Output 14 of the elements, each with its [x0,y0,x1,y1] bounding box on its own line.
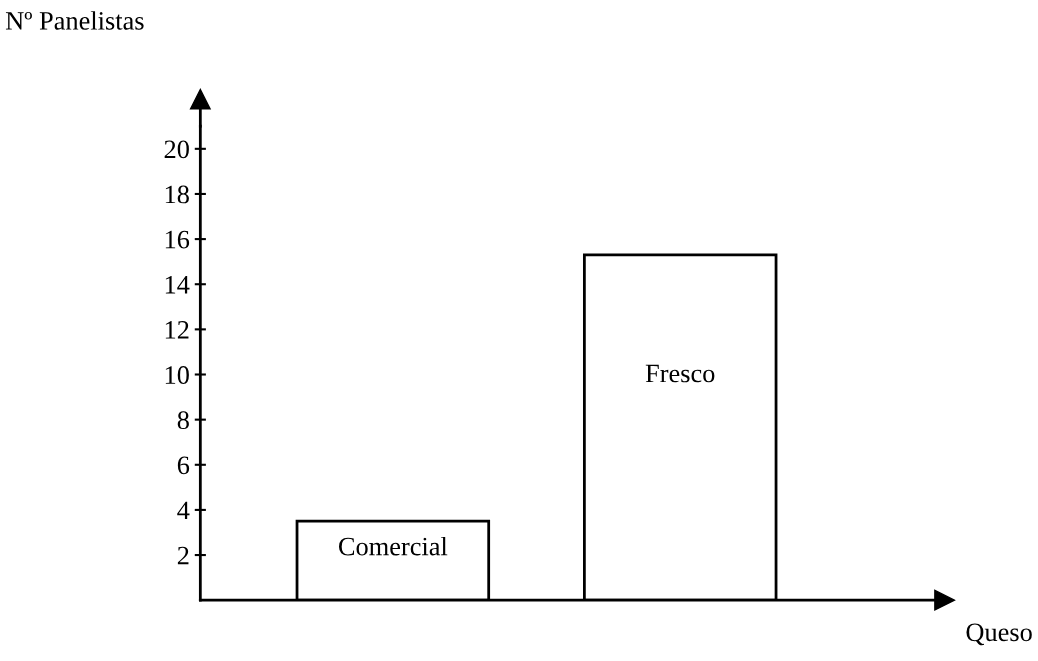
x-tick-label: Fresco [645,364,715,383]
y-tick-label: 8 [177,411,189,430]
y-tick-label: 10 [165,366,189,384]
y-tick-label: 12 [165,321,189,339]
x-tick-label: Comercial [338,536,448,556]
y-tick-label: 6 [177,456,190,475]
x-axis-title: Queso [966,623,1032,646]
y-tick-label: 2 [177,546,189,565]
y-tick-label: 18 [165,185,189,204]
y-tick-label: 14 [165,275,190,294]
y-axis-title: Nº Panelistas [5,11,144,30]
y-tick-label: 16 [165,230,190,249]
y-tick-label: 20 [164,140,189,159]
y-tick-label: 4 [177,501,190,520]
